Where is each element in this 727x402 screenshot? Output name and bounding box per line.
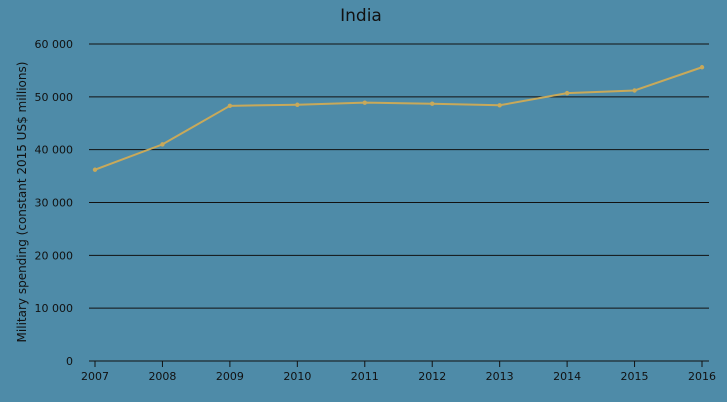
x-tick-label: 2009: [216, 370, 244, 383]
x-tick-label: 2010: [283, 370, 311, 383]
data-point: [564, 90, 570, 96]
x-tick-label: 2015: [621, 370, 649, 383]
x-tick-label: 2011: [351, 370, 379, 383]
data-point: [92, 167, 98, 172]
data-point: [160, 142, 165, 147]
x-axis-ticks: 2007 2008 2009 2010 2011 2012 2013 2014 2015 2016: [81, 361, 716, 383]
chart-title: India: [340, 6, 382, 26]
data-point: [632, 88, 637, 93]
x-tick-label: 2016: [688, 370, 716, 383]
series-layer: [92, 65, 705, 172]
x-tick-label: 2008: [148, 370, 176, 383]
y-axis-ticks: 0 10 000 20 000 30 000 40 000 50 000 60 000: [35, 38, 74, 368]
y-tick-label: 20 000: [35, 249, 74, 262]
data-point: [699, 65, 705, 70]
data-point: [295, 102, 300, 107]
x-tick-label: 2012: [418, 370, 446, 383]
data-point: [430, 101, 435, 106]
x-tick-label: 2007: [81, 370, 109, 383]
data-point: [227, 103, 233, 109]
gridlines: [89, 43, 709, 309]
y-tick-label: 30 000: [35, 197, 74, 210]
y-tick-label: 40 000: [35, 144, 74, 157]
y-tick-label: 10 000: [35, 302, 74, 315]
series-line: [94, 66, 703, 171]
y-tick-label: 60 000: [35, 38, 74, 51]
y-tick-label: 50 000: [35, 91, 74, 104]
data-point: [497, 103, 502, 108]
x-tick-label: 2014: [553, 370, 581, 383]
y-tick-label: 0: [66, 355, 73, 368]
x-tick-label: 2013: [486, 370, 514, 383]
data-point: [362, 100, 367, 105]
y-axis-label: Military spending (constant 2015 US$ mil…: [15, 62, 29, 343]
